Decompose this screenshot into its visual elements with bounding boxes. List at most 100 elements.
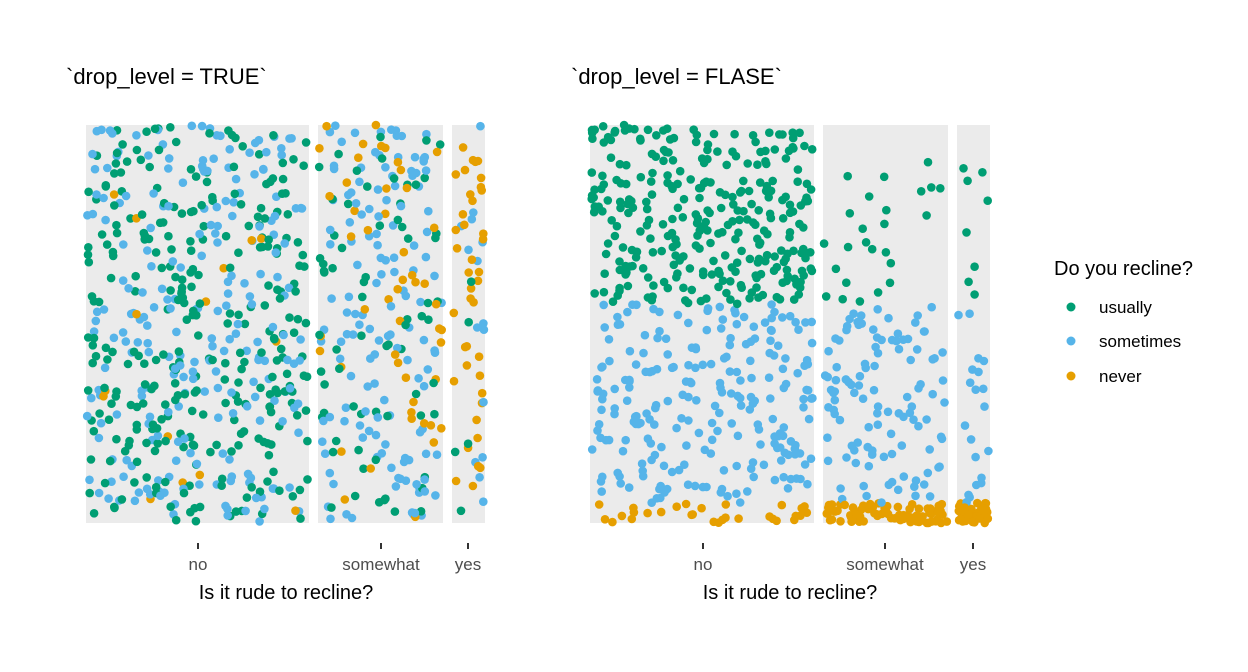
point-usually-no [255,487,265,497]
point-usually-no [678,213,688,222]
point-never-somewhat [393,284,403,294]
point-sometimes-somewhat [422,227,432,237]
point-sometimes-no [228,211,237,221]
point-sometimes-somewhat [411,168,421,178]
point-usually-somewhat [916,187,926,196]
point-sometimes-no [677,414,686,423]
point-never-yes [973,498,982,508]
point-usually-no [242,493,252,502]
point-usually-no [108,251,118,261]
point-sometimes-somewhat [357,210,367,219]
point-usually-somewhat [864,192,874,201]
point-sometimes-no [784,450,793,460]
point-usually-no [173,391,183,400]
point-usually-no [177,275,187,285]
point-never-no [791,511,801,521]
point-sometimes-no [723,491,732,501]
point-sometimes-no [661,334,671,344]
point-usually-somewhat [354,445,363,455]
point-usually-no [630,124,639,134]
point-sometimes-no [653,333,662,343]
point-usually-somewhat [422,136,431,145]
point-sometimes-somewhat [909,415,918,425]
point-usually-no [171,515,181,525]
point-sometimes-no [250,170,259,179]
point-usually-no [707,270,717,279]
point-sometimes-no [146,223,155,233]
point-sometimes-somewhat [365,204,374,214]
point-sometimes-no [207,334,217,343]
point-usually-no [84,257,94,267]
point-sometimes-no [271,248,281,257]
point-sometimes-no [284,283,294,293]
point-sometimes-somewhat [930,354,939,363]
point-sometimes-yes [979,384,988,394]
point-never-somewhat [426,421,436,430]
point-usually-somewhat [332,345,341,354]
point-sometimes-somewhat [883,407,893,417]
point-sometimes-no [760,318,770,327]
point-usually-no [727,263,737,272]
point-sometimes-somewhat [886,429,896,439]
point-sometimes-somewhat [355,421,365,430]
point-sometimes-no [278,417,287,426]
point-sometimes-no [94,433,104,443]
point-usually-no [303,475,312,484]
point-usually-no [793,165,803,174]
left-points-layer [82,120,489,526]
point-sometimes-somewhat [887,449,897,459]
point-usually-no [293,238,303,247]
point-sometimes-no [768,414,778,424]
point-sometimes-no [121,191,131,201]
point-usually-yes [978,168,987,177]
point-usually-no [202,177,212,187]
point-usually-no [221,231,231,241]
point-usually-no [187,282,196,292]
point-never-somewhat [360,305,370,314]
point-usually-no [247,483,256,492]
point-usually-somewhat [855,297,865,306]
point-usually-no [129,347,139,357]
point-sometimes-no [732,319,742,329]
point-sometimes-somewhat [854,381,864,390]
point-usually-somewhat [376,132,385,142]
point-never-somewhat [870,508,879,518]
point-sometimes-no [716,488,726,497]
point-never-somewhat [342,178,352,187]
point-usually-somewhat [337,243,347,253]
point-usually-no [110,201,119,210]
point-sometimes-somewhat [916,380,925,389]
point-sometimes-somewhat [421,449,431,459]
point-sometimes-no [766,394,775,403]
point-sometimes-somewhat [879,452,889,462]
point-sometimes-no [164,154,174,163]
point-usually-no [264,281,273,290]
point-sometimes-no [806,454,816,464]
point-sometimes-no [673,310,683,320]
point-usually-no [198,410,208,419]
point-usually-no [687,285,697,295]
point-sometimes-no [105,126,115,135]
point-usually-no [268,372,277,382]
point-sometimes-no [691,363,700,373]
point-sometimes-no [250,392,260,402]
point-usually-no [603,239,613,248]
point-sometimes-no [719,466,729,475]
point-never-yes [474,352,484,362]
point-sometimes-no [228,409,238,418]
point-sometimes-no [655,307,664,317]
point-sometimes-somewhat [374,336,384,345]
point-usually-no [299,161,309,170]
point-sometimes-somewhat [416,297,425,307]
point-usually-no [686,175,695,184]
point-sometimes-no [803,386,813,395]
point-usually-no [205,129,214,138]
point-sometimes-somewhat [351,199,361,208]
point-usually-no [703,206,712,215]
point-usually-no [663,283,673,293]
point-sometimes-somewhat [906,355,915,365]
point-never-somewhat [322,121,331,131]
point-sometimes-no [171,456,181,466]
point-usually-no [186,246,196,255]
point-usually-no [756,147,765,157]
